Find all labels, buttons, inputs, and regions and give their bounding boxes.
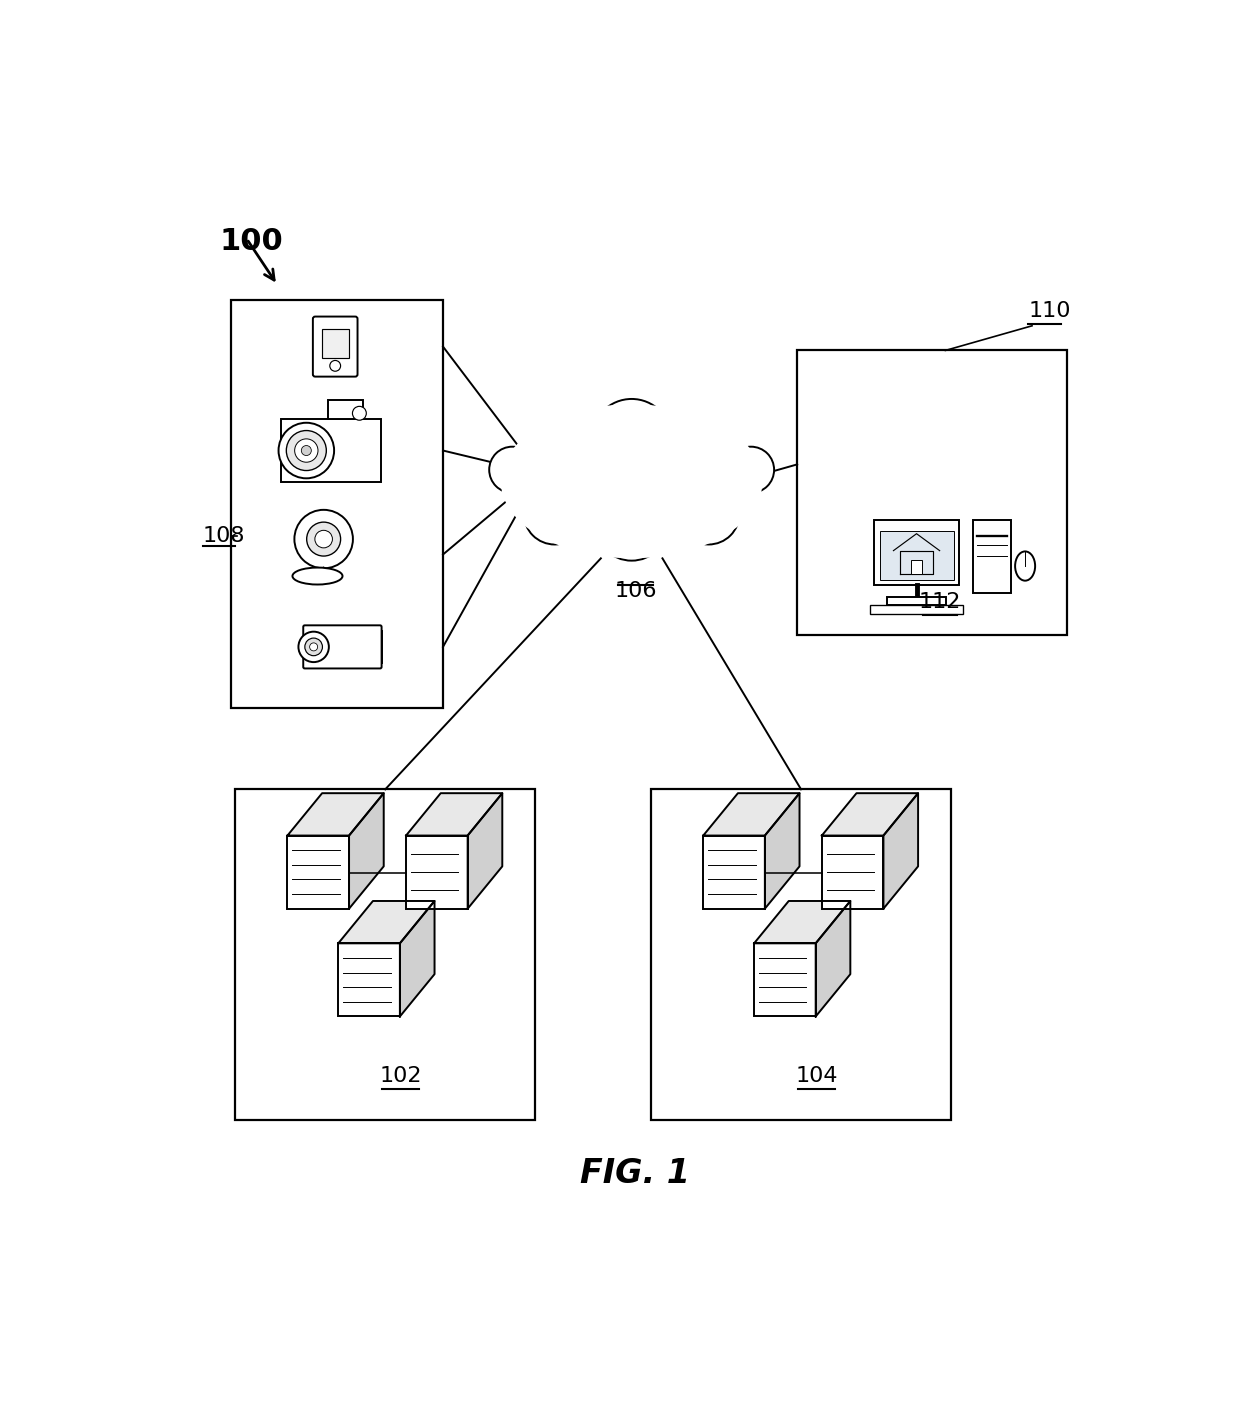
Text: FIG. 1: FIG. 1 — [580, 1157, 691, 1189]
Polygon shape — [703, 793, 800, 835]
Bar — [321, 329, 348, 359]
Bar — [236, 789, 536, 1121]
Text: 106: 106 — [614, 582, 657, 602]
Bar — [288, 835, 350, 908]
Bar — [879, 531, 954, 579]
Circle shape — [305, 638, 322, 655]
Polygon shape — [883, 793, 918, 908]
Circle shape — [523, 482, 585, 544]
Polygon shape — [339, 901, 434, 943]
Text: 100: 100 — [219, 228, 284, 256]
Bar — [972, 520, 1012, 593]
Bar — [651, 789, 951, 1121]
Polygon shape — [467, 793, 502, 908]
Circle shape — [310, 643, 317, 651]
Polygon shape — [350, 793, 383, 908]
Text: 102: 102 — [379, 1066, 422, 1085]
Text: 110: 110 — [1028, 301, 1070, 321]
Bar — [797, 350, 1066, 636]
Circle shape — [595, 486, 668, 561]
FancyBboxPatch shape — [304, 626, 382, 668]
Polygon shape — [765, 793, 800, 908]
Circle shape — [294, 510, 353, 568]
Bar — [888, 596, 946, 605]
Bar — [405, 835, 467, 908]
Bar — [754, 943, 816, 1017]
Bar — [231, 299, 443, 707]
Polygon shape — [405, 793, 502, 835]
Circle shape — [286, 430, 326, 471]
Polygon shape — [399, 901, 434, 1017]
Bar — [874, 520, 959, 585]
FancyBboxPatch shape — [312, 316, 357, 377]
Text: 112: 112 — [919, 592, 961, 612]
Circle shape — [698, 449, 758, 506]
Circle shape — [279, 423, 334, 478]
Text: 104: 104 — [795, 1066, 838, 1085]
Bar — [870, 605, 962, 614]
Circle shape — [506, 449, 564, 506]
Bar — [703, 835, 765, 908]
Ellipse shape — [1016, 551, 1035, 581]
Bar — [911, 560, 921, 574]
Circle shape — [728, 447, 774, 494]
Text: 108: 108 — [203, 526, 246, 547]
Bar — [362, 631, 382, 662]
Bar — [822, 835, 883, 908]
Polygon shape — [288, 793, 383, 835]
Circle shape — [330, 360, 341, 371]
Circle shape — [653, 422, 718, 486]
Polygon shape — [822, 793, 918, 835]
Bar — [339, 943, 399, 1017]
Circle shape — [591, 399, 672, 479]
Polygon shape — [816, 901, 851, 1017]
Ellipse shape — [501, 405, 763, 558]
Bar — [281, 419, 382, 482]
Circle shape — [490, 447, 536, 494]
Circle shape — [299, 631, 329, 662]
Circle shape — [546, 422, 610, 486]
Ellipse shape — [293, 568, 342, 585]
Circle shape — [678, 482, 739, 544]
Circle shape — [315, 530, 332, 548]
Polygon shape — [754, 901, 851, 943]
Circle shape — [352, 406, 366, 420]
Circle shape — [295, 439, 317, 463]
Circle shape — [306, 522, 341, 555]
Circle shape — [301, 446, 311, 456]
Bar — [327, 401, 363, 419]
